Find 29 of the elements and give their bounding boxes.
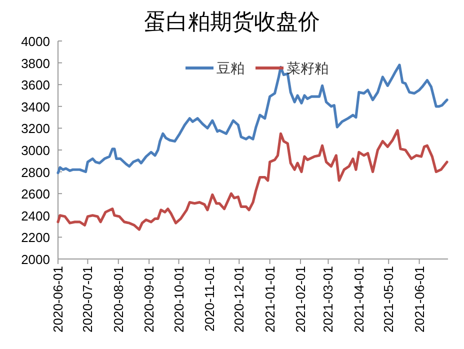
y-tick-label: 4000 <box>21 34 50 49</box>
x-tick-label: 2020-06-01 <box>50 266 66 332</box>
y-tick-label: 2200 <box>21 230 50 246</box>
y-tick-label: 3600 <box>21 78 50 93</box>
x-tick-label: 2021-06-01 <box>412 266 427 332</box>
y-tick-label: 3000 <box>21 143 50 158</box>
x-tick-label: 2020-12-01 <box>232 266 247 332</box>
y-tick-label: 3200 <box>21 121 50 136</box>
x-tick-label: 2021-04-01 <box>351 266 366 332</box>
x-tick-label: 2020-09-01 <box>142 266 157 332</box>
x-tick-label: 2021-01-01 <box>262 266 278 332</box>
x-tick-label: 2021-02-01 <box>293 266 308 332</box>
x-tick-label: 2021-05-01 <box>381 266 396 332</box>
y-tick-label: 3400 <box>21 99 50 114</box>
chart-title: 蛋白粕期货收盘价 <box>144 9 320 34</box>
y-tick-label: 2600 <box>21 186 50 202</box>
line-series <box>56 129 448 231</box>
line-series <box>56 64 448 174</box>
legend-label: 豆粕 <box>216 60 244 76</box>
y-tick-label: 3800 <box>21 56 50 71</box>
x-tick-label: 2020-11-01 <box>202 266 217 332</box>
y-tick-label: 2000 <box>21 252 50 267</box>
x-tick-label: 2021-03-01 <box>320 266 336 332</box>
x-tick-label: 2020-07-01 <box>80 266 96 332</box>
y-tick-label: 2400 <box>21 208 50 224</box>
x-tick-label: 2020-10-01 <box>171 266 186 332</box>
legend-label: 菜籽粕 <box>286 60 328 76</box>
x-tick-label: 2020-08-01 <box>110 266 126 332</box>
y-tick-label: 2800 <box>21 164 50 180</box>
